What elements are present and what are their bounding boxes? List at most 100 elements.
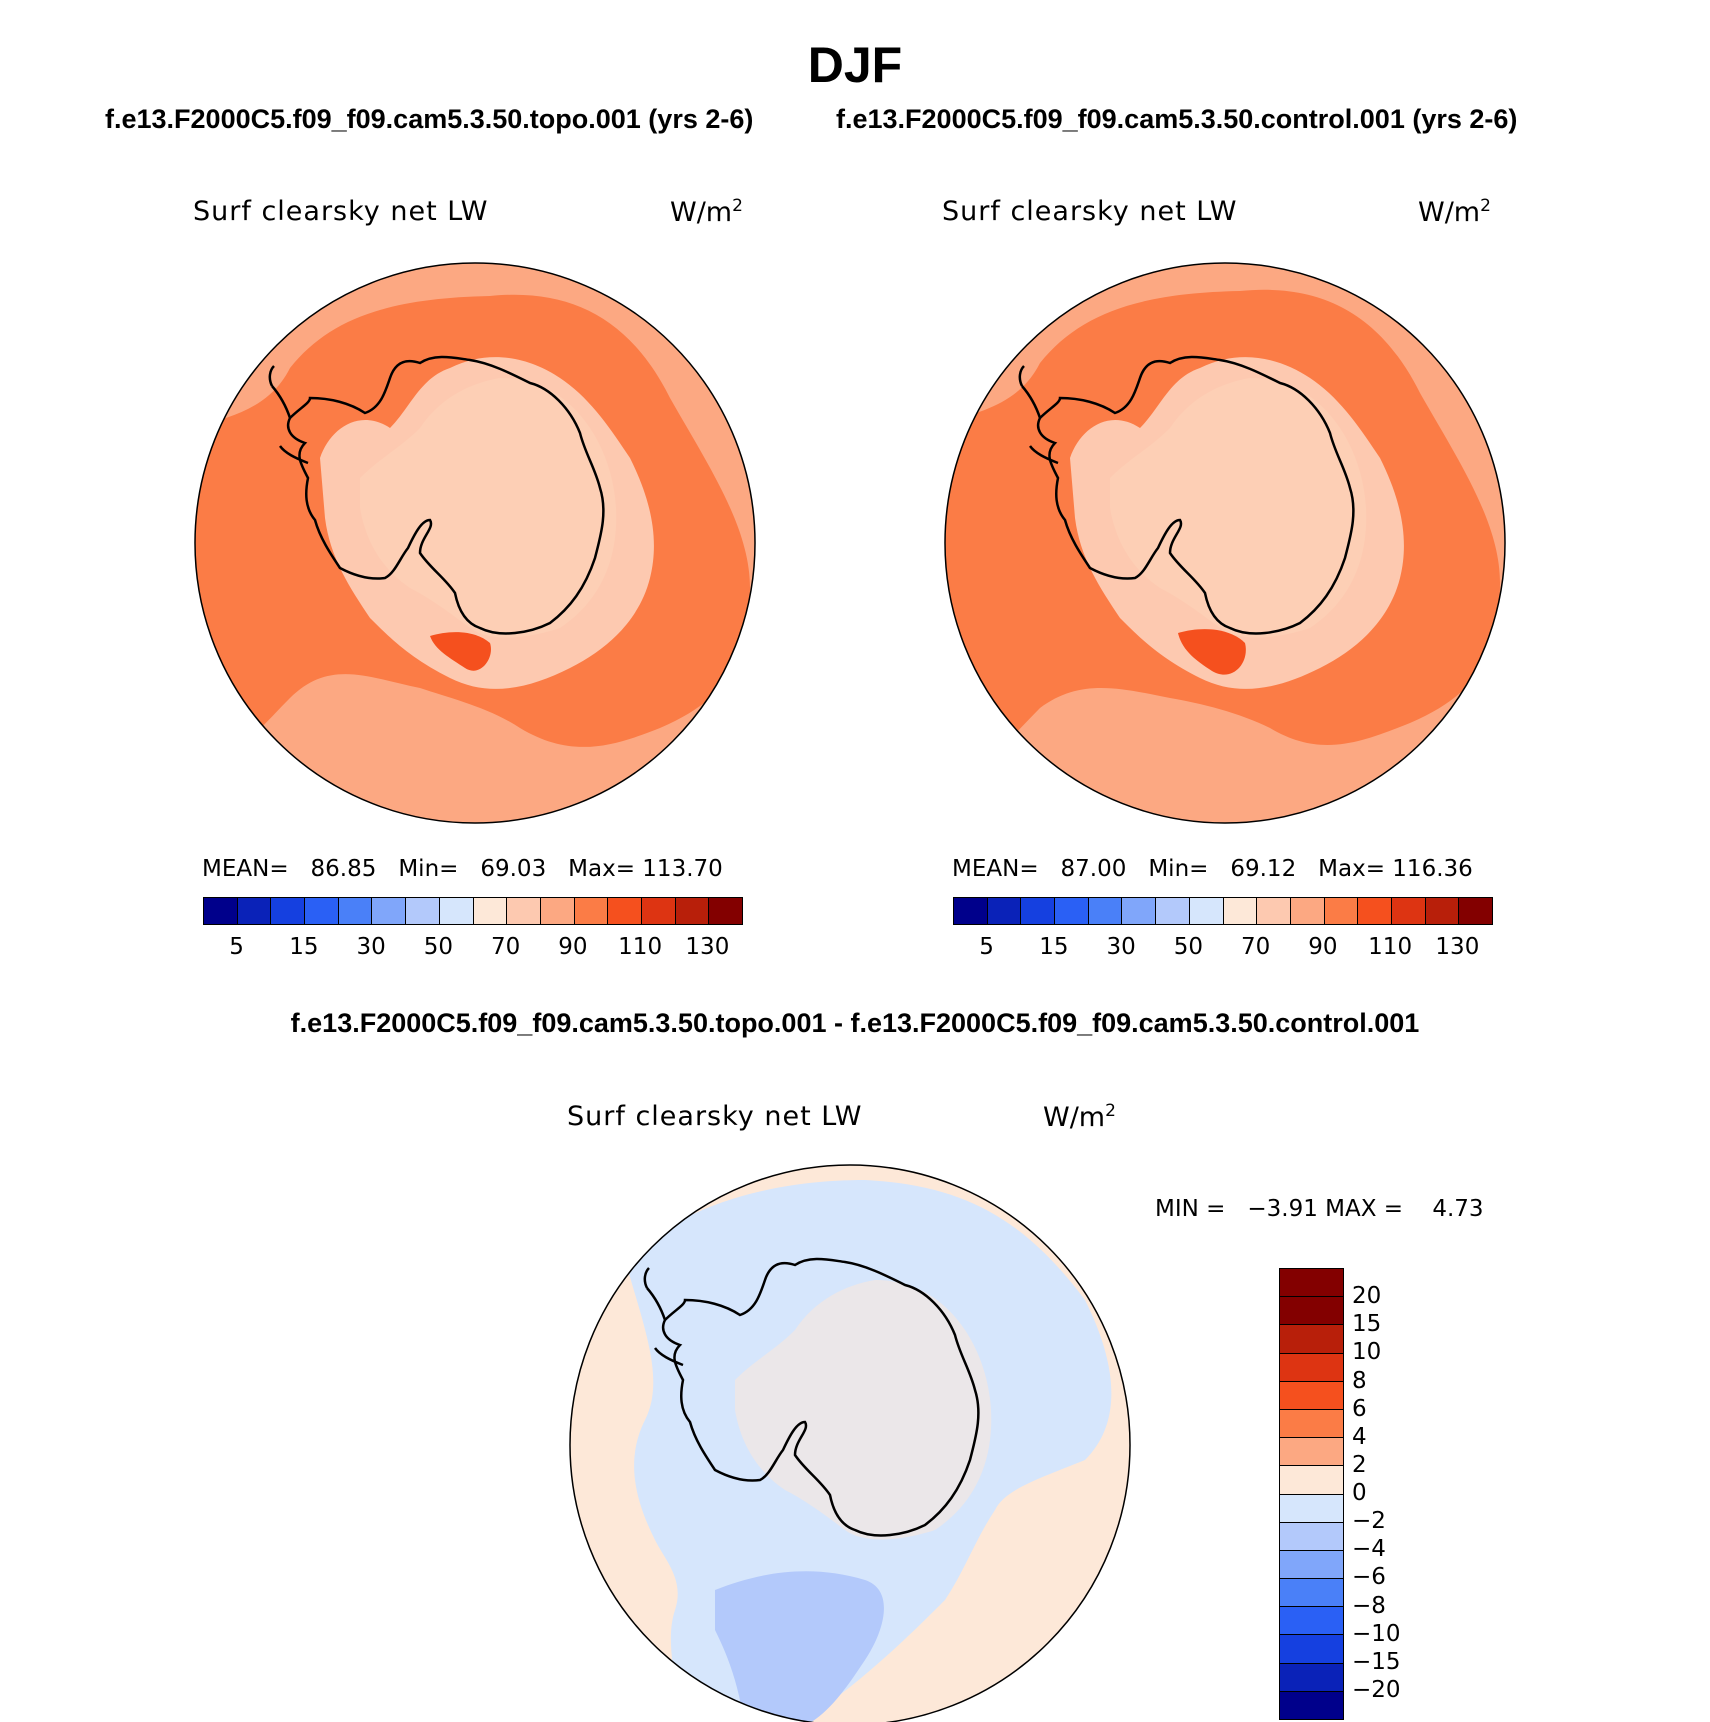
difference-colorbar (1279, 1268, 1344, 1720)
topo-colorbar-ticks: 5 15 30 50 70 90 110 130 (203, 934, 741, 964)
topo-run-title: f.e13.F2000C5.f09_f09.cam5.3.50.topo.001… (105, 104, 754, 134)
colorbar-swatch (1088, 898, 1123, 924)
colorbar-swatch (608, 898, 642, 924)
season-title: DJF (807, 37, 903, 93)
colorbar-swatch (675, 898, 710, 924)
topo-polar-map (194, 262, 756, 824)
colorbar-tick-label: 5 (229, 934, 244, 960)
colorbar-tick-label: 30 (356, 934, 386, 960)
colorbar-swatch (1055, 898, 1089, 924)
difference-title: f.e13.F2000C5.f09_f09.cam5.3.50.topo.001… (290, 1008, 1420, 1038)
colorbar-swatch (1280, 1409, 1343, 1439)
control-colorbar (953, 897, 1493, 925)
colorbar-swatch (1280, 1381, 1343, 1410)
colorbar-tick-label: 70 (490, 934, 521, 960)
colorbar-tick-label: 90 (558, 934, 588, 960)
colorbar-tick-label: 130 (1435, 934, 1480, 960)
topo-stats: MEAN= 86.85 Min= 69.03 Max= 113.70 (202, 856, 723, 882)
colorbar-tick-label: 70 (1240, 934, 1271, 960)
colorbar-tick-label: 8 (1352, 1367, 1367, 1394)
colorbar-swatch (709, 898, 742, 924)
colorbar-tick-label: 6 (1352, 1395, 1367, 1422)
antarctic-peninsula (643, 1267, 684, 1367)
colorbar-tick-label: 90 (1308, 934, 1338, 960)
colorbar-tick-label: −6 (1352, 1564, 1386, 1591)
colorbar-swatch (1280, 1438, 1343, 1467)
map-border (569, 1164, 1131, 1722)
colorbar-swatch (1280, 1550, 1343, 1580)
colorbar-tick-label: −15 (1352, 1648, 1401, 1675)
colorbar-swatch (507, 898, 541, 924)
colorbar-tick-label: −20 (1352, 1676, 1401, 1703)
colorbar-swatch (1425, 898, 1460, 924)
colorbar-tick-label: 0 (1352, 1480, 1367, 1506)
difference-colorbar-ticks: 20 15 10 8 6 4 2 0 −2 −4 −6 −8 −10 −15 −20 (1352, 1268, 1432, 1718)
topo-variable-name: Surf clearsky net LW (193, 196, 489, 227)
colorbar-swatch (271, 898, 306, 924)
colorbar-swatch (1290, 898, 1325, 924)
control-units: W/m2 (1418, 196, 1491, 228)
colorbar-swatch (1122, 898, 1157, 924)
colorbar-swatch (1021, 898, 1056, 924)
control-variable-name: Surf clearsky net LW (942, 196, 1238, 227)
map-border (944, 262, 1506, 824)
colorbar-tick-label: 130 (685, 934, 730, 960)
colorbar-tick-label: 110 (1368, 934, 1413, 960)
colorbar-swatch (1280, 1297, 1343, 1326)
colorbar-tick-label: −4 (1352, 1536, 1386, 1563)
colorbar-tick-label: 15 (1039, 934, 1069, 960)
ross-sea-warm-anomaly (430, 632, 491, 671)
colorbar-swatch (1280, 1579, 1343, 1608)
antarctic-peninsula (1018, 365, 1059, 465)
colorbar-swatch (1391, 898, 1426, 924)
colorbar-swatch (1280, 1353, 1343, 1382)
colorbar-swatch (439, 898, 474, 924)
colorbar-swatch (1358, 898, 1392, 924)
colorbar-swatch (406, 898, 440, 924)
colorbar-tick-label: 15 (1352, 1311, 1382, 1338)
colorbar-tick-label: −10 (1352, 1620, 1401, 1647)
colorbar-swatch (1280, 1494, 1343, 1523)
ross-sea-warm-anomaly (1178, 629, 1246, 675)
control-run-title: f.e13.F2000C5.f09_f09.cam5.3.50.control.… (836, 104, 1518, 134)
antarctic-interior (360, 378, 617, 638)
antarctic-interior (735, 1280, 992, 1540)
colorbar-tick-label: 10 (1352, 1339, 1382, 1366)
topo-units: W/m2 (670, 196, 743, 228)
colorbar-swatch (1324, 898, 1359, 924)
control-polar-map (944, 262, 1506, 824)
diff-units: W/m2 (1043, 1101, 1116, 1133)
colorbar-swatch (1280, 1607, 1343, 1636)
colorbar-swatch (1280, 1466, 1343, 1495)
colorbar-swatch (1280, 1691, 1343, 1719)
colorbar-tick-label: 20 (1352, 1283, 1382, 1310)
colorbar-swatch (338, 898, 373, 924)
diff-min-max: MIN = −3.91 MAX = 4.73 (1155, 1196, 1484, 1222)
difference-polar-map (569, 1164, 1131, 1722)
colorbar-swatch (540, 898, 575, 924)
colorbar-swatch (1280, 1269, 1343, 1298)
colorbar-swatch (987, 898, 1022, 924)
strong-negative-anomaly (715, 1571, 884, 1722)
antarctic-coastline (286, 355, 605, 635)
colorbar-swatch (1189, 898, 1224, 924)
colorbar-tick-label: 110 (618, 934, 663, 960)
colorbar-swatch (954, 898, 988, 924)
colorbar-swatch (1280, 1663, 1343, 1692)
colorbar-tick-label: 50 (1173, 934, 1204, 960)
colorbar-swatch (1280, 1522, 1343, 1551)
colorbar-swatch (574, 898, 609, 924)
colorbar-swatch (1280, 1325, 1343, 1354)
colorbar-swatch (1156, 898, 1190, 924)
colorbar-tick-label: 4 (1352, 1423, 1367, 1450)
colorbar-swatch (1223, 898, 1258, 924)
colorbar-tick-label: 50 (423, 934, 454, 960)
colorbar-tick-label: 2 (1352, 1451, 1367, 1478)
colorbar-swatch (1257, 898, 1291, 924)
control-stats: MEAN= 87.00 Min= 69.12 Max= 116.36 (952, 856, 1473, 882)
colorbar-tick-label: 15 (289, 934, 319, 960)
antarctic-coastline (661, 1257, 980, 1537)
colorbar-tick-label: −8 (1352, 1592, 1386, 1619)
colorbar-swatch (237, 898, 272, 924)
colorbar-swatch (305, 898, 339, 924)
